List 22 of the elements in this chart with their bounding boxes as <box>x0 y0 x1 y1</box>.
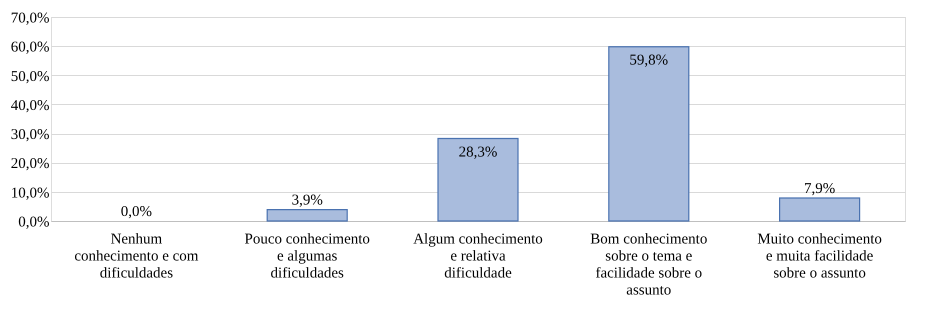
y-tick-label: 70,0% <box>10 10 50 26</box>
data-label: 59,8% <box>629 52 668 69</box>
x-tick-label: Bom conhecimento sobre o tema e facilidade sobre o assunto <box>590 232 708 298</box>
data-label: 28,3% <box>458 144 498 161</box>
x-tick-label: Algum conhecimento e relativa dificuldade <box>413 232 543 282</box>
x-tick-label: Nenhum conhecimento e com dificuldades <box>74 232 199 282</box>
bar <box>608 46 690 222</box>
y-tick-label: 60,0% <box>10 40 50 56</box>
data-label: 0,0% <box>120 204 152 220</box>
y-tick-label: 0,0% <box>18 214 50 230</box>
data-label: 7,9% <box>804 180 836 197</box>
y-tick-label: 50,0% <box>10 68 50 85</box>
bar <box>266 209 348 222</box>
y-tick-label: 20,0% <box>10 156 50 172</box>
y-tick-label: 10,0% <box>10 185 50 202</box>
y-tick-label: 40,0% <box>10 98 50 114</box>
x-tick-label: Pouco conhecimento e algumas dificuldades <box>244 232 370 282</box>
data-label: 3,9% <box>292 192 323 209</box>
y-tick-label: 30,0% <box>10 127 50 144</box>
bar <box>437 138 519 222</box>
bar <box>779 197 860 222</box>
x-tick-label: Muito conhecimento e muita facilidade sobre o assunto <box>757 232 882 282</box>
